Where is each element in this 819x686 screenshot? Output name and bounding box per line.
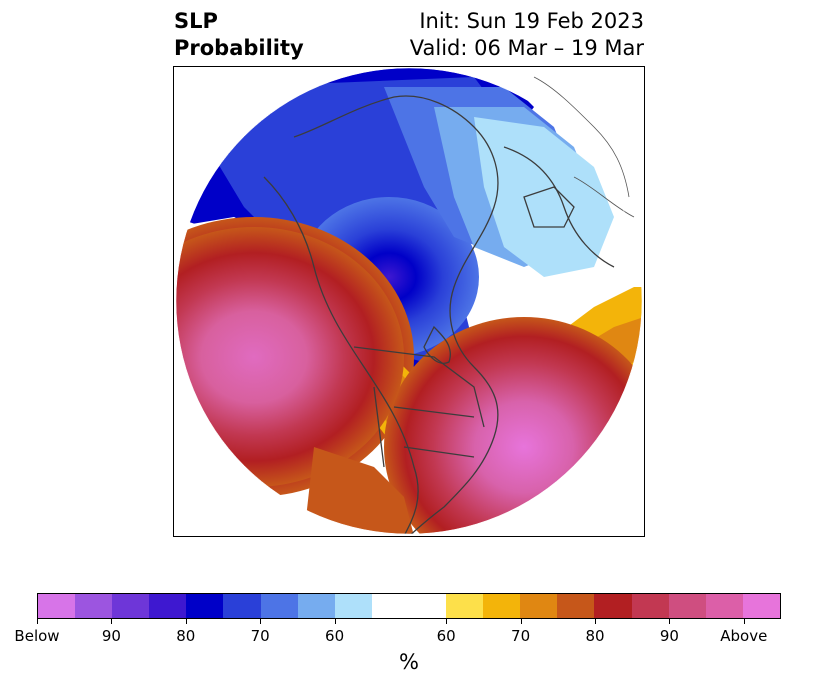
colorbar-tick-label: 80 bbox=[585, 627, 605, 645]
colorbar-segment bbox=[483, 594, 521, 618]
colorbar-tick bbox=[743, 619, 745, 624]
colorbar-tick-label: 90 bbox=[101, 627, 121, 645]
colorbar-tick bbox=[37, 619, 38, 624]
title-quantity: Probability bbox=[174, 36, 304, 60]
colorbar-segment bbox=[705, 594, 743, 618]
colorbar-tick bbox=[669, 619, 671, 624]
colorbar-segment bbox=[149, 594, 187, 618]
colorbar-segment bbox=[557, 594, 595, 618]
colorbar-tick bbox=[111, 619, 113, 624]
colorbar-tick bbox=[520, 619, 522, 624]
valid-range: Valid: 06 Mar – 19 Mar bbox=[409, 36, 644, 60]
colorbar-segment bbox=[520, 594, 558, 618]
chart-dates: Init: Sun 19 Feb 2023 Valid: 06 Mar – 19… bbox=[410, 8, 644, 62]
colorbar-tick bbox=[185, 619, 187, 624]
colorbar-tick-label: Above bbox=[720, 627, 768, 645]
colorbar-tick bbox=[260, 619, 262, 624]
colorbar-segment bbox=[223, 594, 261, 618]
colorbar-tick bbox=[334, 619, 336, 624]
chart-title: SLP Probability bbox=[174, 8, 304, 62]
colorbar-segment bbox=[631, 594, 669, 618]
colorbar-segment bbox=[668, 594, 706, 618]
colorbar-tick-label: Below bbox=[14, 627, 60, 645]
colorbar-tick-label: 60 bbox=[325, 627, 345, 645]
colorbar-segment bbox=[297, 594, 335, 618]
colorbar-segment bbox=[334, 594, 372, 618]
colorbar-segment bbox=[75, 594, 113, 618]
colorbar-segment bbox=[186, 594, 224, 618]
probability-map bbox=[173, 66, 645, 537]
colorbar-segment bbox=[260, 594, 298, 618]
colorbar-segment bbox=[38, 594, 76, 618]
colorbar-tick-label: 70 bbox=[250, 627, 270, 645]
colorbar-tick-label: 90 bbox=[659, 627, 679, 645]
colorbar-tick bbox=[595, 619, 596, 624]
colorbar-tick-label: 60 bbox=[436, 627, 456, 645]
init-date: Init: Sun 19 Feb 2023 bbox=[419, 9, 644, 33]
colorbar-segment bbox=[594, 594, 632, 618]
colorbar-tick-label: 70 bbox=[511, 627, 531, 645]
colorbar-segment bbox=[408, 594, 447, 618]
colorbar-segment bbox=[446, 594, 484, 618]
colorbar-tick-label: 80 bbox=[176, 627, 196, 645]
colorbar-tick bbox=[446, 619, 448, 624]
colorbar-segment bbox=[742, 594, 780, 618]
colorbar-unit-label: % bbox=[399, 650, 419, 674]
title-variable: SLP bbox=[174, 9, 218, 33]
coastlines bbox=[263, 95, 615, 534]
colorbar-segment bbox=[112, 594, 150, 618]
colorbar bbox=[37, 593, 781, 619]
outer-land-outline bbox=[533, 76, 635, 218]
colorbar-segment bbox=[371, 594, 409, 618]
